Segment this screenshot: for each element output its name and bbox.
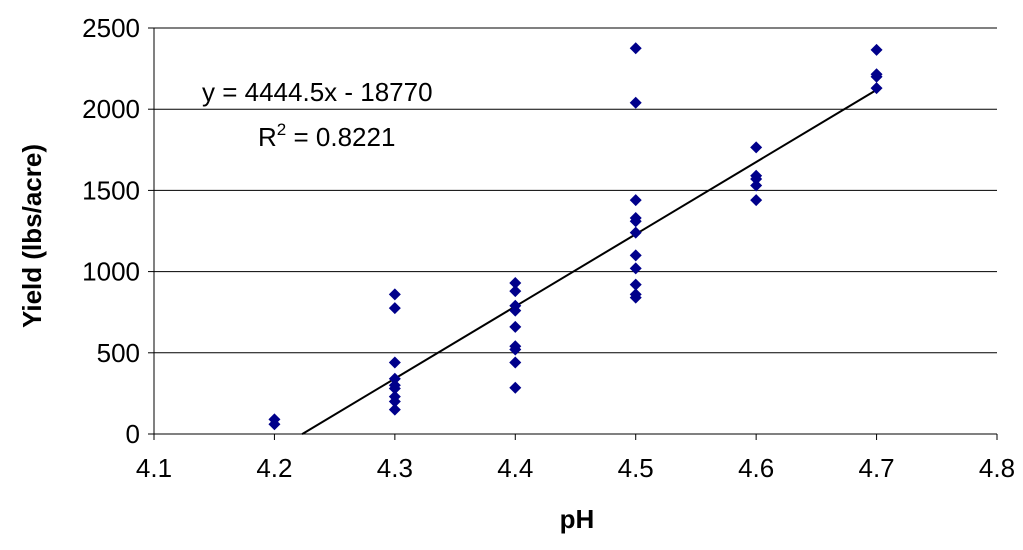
data-point bbox=[509, 381, 522, 394]
x-tick-label: 4.5 bbox=[618, 453, 654, 483]
r-squared-prefix: R bbox=[258, 122, 277, 152]
data-point bbox=[388, 395, 401, 408]
data-point bbox=[509, 343, 522, 356]
x-tick-label: 4.1 bbox=[136, 453, 172, 483]
x-tick-label: 4.2 bbox=[256, 453, 292, 483]
data-point bbox=[388, 288, 401, 301]
data-point bbox=[268, 418, 281, 431]
x-tick-label: 4.3 bbox=[377, 453, 413, 483]
trendline-equation: y = 4444.5x - 18770 bbox=[202, 77, 433, 107]
data-point bbox=[509, 320, 522, 333]
data-point bbox=[629, 262, 642, 275]
data-point bbox=[509, 285, 522, 298]
data-point bbox=[870, 70, 883, 83]
y-tick-labels: 0 500 1000 1500 2000 2500 bbox=[82, 13, 140, 449]
data-point bbox=[629, 291, 642, 304]
data-point bbox=[629, 226, 642, 239]
r-squared-superscript: 2 bbox=[277, 120, 286, 139]
data-point bbox=[629, 96, 642, 109]
data-point bbox=[870, 43, 883, 56]
y-tick-label: 2000 bbox=[82, 94, 140, 124]
data-point bbox=[509, 356, 522, 369]
y-tick-label: 1000 bbox=[82, 257, 140, 287]
data-point bbox=[509, 276, 522, 289]
data-points bbox=[268, 42, 883, 431]
x-tick-label: 4.8 bbox=[979, 453, 1015, 483]
x-tick-label: 4.4 bbox=[497, 453, 533, 483]
r-squared-label: R2 = 0.8221 bbox=[258, 120, 395, 152]
data-point bbox=[750, 141, 763, 154]
data-point bbox=[509, 304, 522, 317]
data-point bbox=[629, 194, 642, 207]
data-point bbox=[388, 372, 401, 385]
data-point bbox=[750, 194, 763, 207]
data-point bbox=[629, 278, 642, 291]
data-point bbox=[388, 302, 401, 315]
data-point bbox=[629, 215, 642, 228]
x-tick-label: 4.7 bbox=[858, 453, 894, 483]
data-point bbox=[388, 403, 401, 416]
x-tick-label: 4.6 bbox=[738, 453, 774, 483]
data-point bbox=[629, 42, 642, 55]
y-tick-label: 1500 bbox=[82, 175, 140, 205]
y-tick-label: 500 bbox=[97, 338, 140, 368]
data-point bbox=[388, 356, 401, 369]
data-point bbox=[870, 82, 883, 95]
data-point bbox=[750, 173, 763, 186]
data-point bbox=[750, 179, 763, 192]
data-point bbox=[629, 249, 642, 262]
y-axis-title: Yield (lbs/acre) bbox=[17, 144, 47, 328]
axes bbox=[148, 27, 998, 440]
x-axis-title: pH bbox=[560, 504, 595, 534]
r-squared-value: = 0.8221 bbox=[286, 122, 395, 152]
x-tick-labels: 4.1 4.2 4.3 4.4 4.5 4.6 4.7 4.8 bbox=[136, 453, 1015, 483]
y-tick-label: 0 bbox=[126, 419, 140, 449]
gridlines bbox=[154, 27, 997, 354]
data-point bbox=[388, 382, 401, 395]
y-tick-label: 2500 bbox=[82, 13, 140, 43]
